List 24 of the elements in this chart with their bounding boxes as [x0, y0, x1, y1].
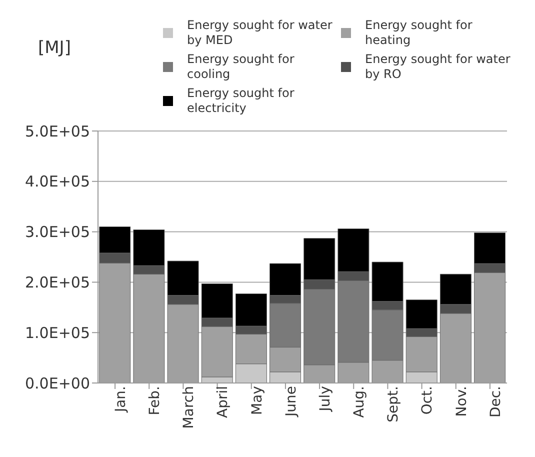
x-tick-label: June — [283, 386, 300, 418]
x-tick-label: Aug. — [352, 386, 368, 418]
y-tick-label: 5.0E+05 — [25, 122, 90, 140]
x-tick-label: May — [249, 386, 266, 415]
x-tick-label: Feb. — [147, 386, 164, 416]
legend-label: Energy sought for cooling — [187, 52, 296, 82]
legend-label: Energy sought for electricity — [187, 86, 296, 116]
x-tick-label: April — [215, 386, 232, 418]
x-tick-label: Dec. — [488, 386, 504, 418]
y-tick-label: 0.0E+00 — [25, 374, 90, 392]
legend-label: Energy sought for water by RO — [365, 52, 511, 82]
x-tick-label: Jan. — [112, 386, 129, 414]
x-tick-label: July — [317, 386, 334, 412]
y-axis-title: [MJ] — [38, 38, 71, 58]
x-tick-label: Sept. — [386, 386, 402, 422]
y-tick-label: 3.0E+05 — [25, 223, 90, 242]
legend-label: Energy sought for heating — [365, 18, 474, 48]
y-tick-label: 4.0E+05 — [25, 172, 90, 191]
legend-label: Energy sought for water by MED — [187, 18, 333, 48]
x-tick-label: Nov. — [454, 386, 470, 417]
x-tick-label: March — [181, 386, 198, 429]
y-tick-label: 2.0E+05 — [25, 274, 90, 292]
y-tick-label: 1.0E+05 — [25, 324, 90, 342]
x-tick-label: Oct. — [420, 386, 436, 415]
